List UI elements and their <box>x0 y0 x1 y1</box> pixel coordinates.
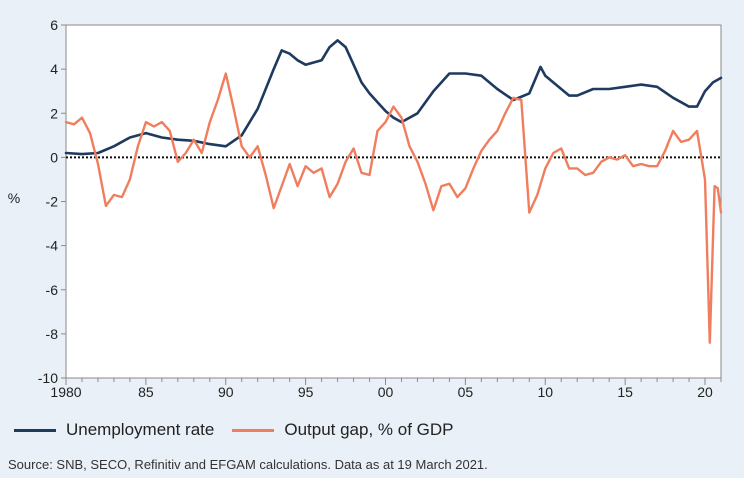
x-tick-label: 00 <box>378 384 394 400</box>
y-tick-label: 6 <box>50 17 58 33</box>
y-tick-label: -8 <box>46 326 59 342</box>
legend-swatch-unemployment <box>14 428 56 432</box>
x-tick-label: 15 <box>617 384 633 400</box>
y-tick-label: 2 <box>50 105 58 121</box>
source-note: Source: SNB, SECO, Refinitiv and EFGAM c… <box>8 457 488 472</box>
legend-item-unemployment: Unemployment rate <box>14 420 214 440</box>
y-tick-label: -6 <box>46 282 59 298</box>
x-tick-label: 90 <box>218 384 234 400</box>
legend-item-output-gap: Output gap, % of GDP <box>232 420 454 440</box>
y-tick-label: 4 <box>50 61 58 77</box>
y-tick-label: -4 <box>46 238 59 254</box>
x-tick-label: 10 <box>537 384 553 400</box>
x-axis: 1980 85 90 95 00 05 10 15 20 <box>50 378 722 400</box>
series-lines <box>64 39 723 344</box>
x-tick-label: 05 <box>458 384 474 400</box>
legend-swatch-output-gap <box>232 428 275 432</box>
x-tick-label: 20 <box>697 384 713 400</box>
x-tick-label: 95 <box>298 384 314 400</box>
y-tick-label: -10 <box>38 370 58 386</box>
y-tick-label: -2 <box>46 194 59 210</box>
legend: Unemployment rate Output gap, % of GDP <box>14 420 472 440</box>
series-line-output-gap <box>64 72 723 344</box>
x-tick-label: 85 <box>138 384 154 400</box>
plot-frame <box>65 24 722 379</box>
legend-label-output-gap: Output gap, % of GDP <box>284 420 454 439</box>
y-axis: 6 4 2 0 -2 -4 -6 -8 -10 <box>38 17 66 386</box>
x-tick-label: 1980 <box>50 384 81 400</box>
plot-area <box>65 24 722 379</box>
y-axis-label: % <box>8 190 20 206</box>
y-tick-label: 0 <box>50 149 58 165</box>
legend-label-unemployment: Unemployment rate <box>66 420 215 439</box>
